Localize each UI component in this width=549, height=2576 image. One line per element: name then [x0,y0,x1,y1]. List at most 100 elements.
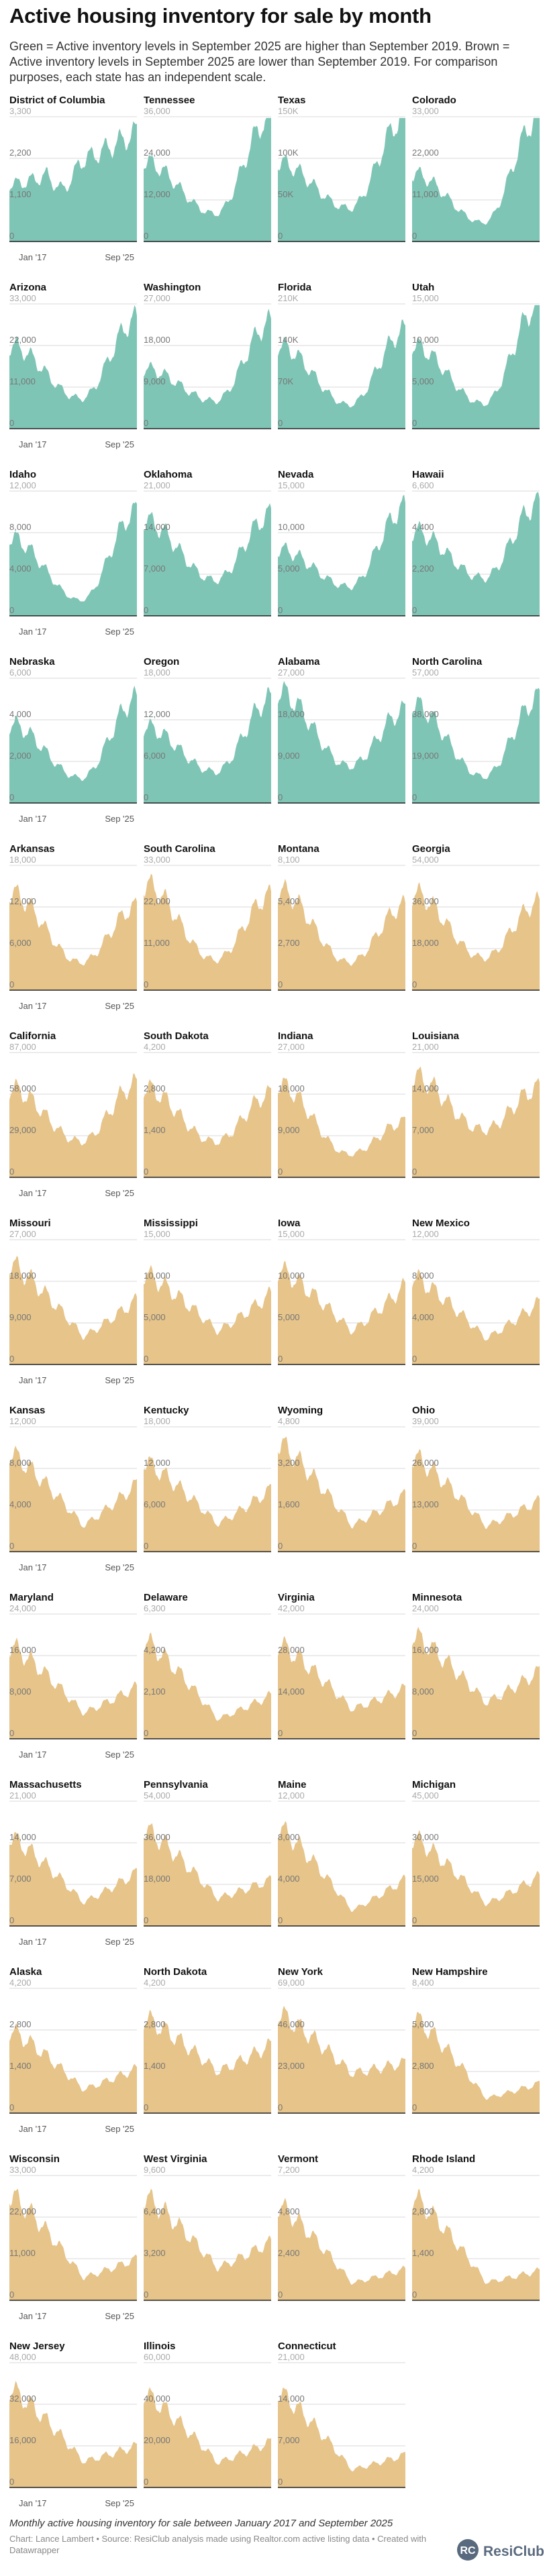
y-tick-label: 33,000 [9,2165,36,2175]
y-tick-label: 210K [278,293,299,303]
inventory-area [9,305,137,429]
y-tick-labels: 18,000 12,000 6,000 0 [144,1416,170,1551]
y-tick-label: 2,800 [9,2019,32,2029]
y-tick-labels: 12,000 8,000 4,000 0 [9,1416,36,1551]
x-tick-label: Jan '17 [19,1188,47,1198]
y-tick-label: 0 [9,1915,14,1925]
y-tick-label: 12,000 [9,896,36,906]
inventory-area [412,1449,540,1552]
inventory-area [9,2023,137,2113]
y-tick-label: 0 [9,2290,14,2300]
y-tick-label: 14,000 [278,1686,305,1697]
x-tick-label: Sep '25 [105,1001,134,1011]
chart-title: Active housing inventory for sale by mon… [9,4,432,28]
y-tick-label: 36,000 [412,896,439,906]
panel-title: Alabama [278,656,320,667]
y-tick-label: 0 [9,2477,14,2487]
y-tick-label: 11,000 [9,2248,36,2258]
y-tick-label: 2,400 [278,2248,300,2258]
y-tick-label: 6,000 [9,938,32,948]
inventory-area [144,1265,271,1364]
y-tick-label: 0 [412,1541,417,1551]
y-tick-label: 15,000 [412,1874,439,1884]
y-tick-label: 2,800 [144,1083,166,1093]
y-tick-label: 21,000 [9,1790,36,1801]
y-tick-labels: 210K 140K 70K 0 [278,293,299,428]
panel-title: Missouri [9,1218,51,1229]
y-tick-label: 5,600 [412,2019,434,2029]
y-tick-label: 1,400 [144,1125,166,1135]
inventory-area [9,2381,137,2487]
y-tick-label: 24,000 [144,148,170,158]
y-tick-label: 33,000 [144,855,170,865]
panel-title: Maryland [9,1592,54,1603]
y-tick-label: 21,000 [278,2352,305,2362]
y-tick-label: 0 [278,418,283,428]
y-tick-label: 11,000 [9,376,36,386]
y-tick-label: 28,000 [278,1645,305,1655]
y-tick-label: 4,200 [144,1042,166,1052]
x-tick-label: Jan '17 [19,439,47,449]
y-tick-label: 3,300 [9,106,32,116]
inventory-area [412,1627,540,1739]
panel-title: Vermont [278,2153,318,2165]
y-tick-labels: 60,000 40,000 20,000 0 [144,2352,170,2487]
y-tick-label: 70K [278,376,293,386]
y-tick-label: 0 [144,2102,148,2112]
panel-title: New Mexico [412,1218,470,1229]
y-tick-label: 18,000 [278,709,305,719]
y-tick-label: 0 [9,1167,14,1177]
y-tick-label: 0 [278,1354,283,1364]
y-tick-labels: 12,000 8,000 4,000 0 [412,1229,439,1364]
y-tick-label: 8,100 [278,855,300,865]
y-tick-label: 2,700 [278,938,300,948]
y-tick-label: 0 [278,1915,283,1925]
y-tick-label: 4,000 [278,1874,300,1884]
y-tick-label: 5,000 [278,1312,300,1322]
y-tick-label: 57,000 [412,667,439,678]
panel-title: Alaska [9,1966,42,1978]
panel-title: South Carolina [144,843,215,855]
x-tick-label: Jan '17 [19,1001,47,1011]
y-tick-label: 4,200 [9,1978,32,1988]
y-tick-label: 33,000 [9,293,36,303]
y-tick-label: 19,000 [412,751,439,761]
y-tick-label: 2,200 [412,564,434,574]
y-tick-labels: 24,000 16,000 8,000 0 [9,1603,36,1738]
y-tick-label: 0 [144,2477,148,2487]
inventory-area [278,117,405,241]
y-tick-label: 0 [144,418,148,428]
y-tick-label: 69,000 [278,1978,305,1988]
inventory-area [412,117,540,241]
y-tick-label: 8,000 [278,1832,300,1842]
y-tick-label: 12,000 [144,189,170,199]
y-tick-labels: 36,000 24,000 12,000 0 [144,106,170,241]
panel-title: Florida [278,282,312,293]
y-tick-label: 0 [278,1167,283,1177]
y-tick-labels: 4,200 2,800 1,400 0 [9,1978,32,2112]
panel-title: California [9,1030,56,1042]
footer-note: Monthly active housing inventory for sal… [9,2518,393,2529]
panel-title: Arizona [9,282,47,293]
y-tick-labels: 27,000 18,000 9,000 0 [278,667,305,802]
panel-title: Oklahoma [144,469,193,480]
inventory-area [412,492,540,616]
y-tick-label: 5,000 [278,564,300,574]
y-tick-label: 0 [278,605,283,615]
y-tick-label: 15,000 [144,1229,170,1239]
y-tick-label: 2,800 [144,2019,166,2029]
